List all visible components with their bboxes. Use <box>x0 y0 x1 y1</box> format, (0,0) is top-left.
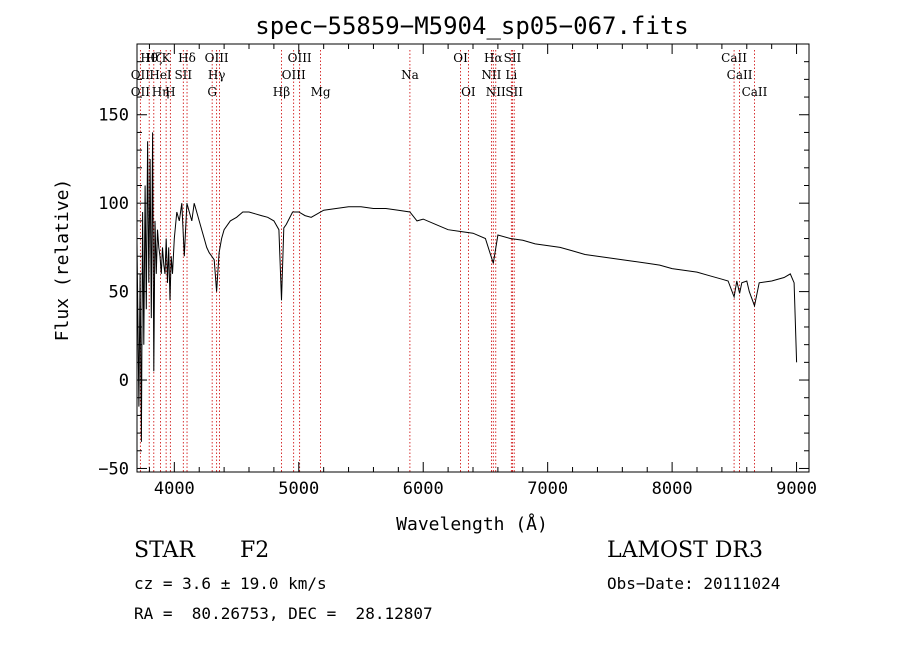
object-class: STAR <box>134 538 195 563</box>
marker-label: Hθ <box>140 51 158 65</box>
marker-label: NII <box>481 68 501 82</box>
marker-label: CaII <box>727 68 753 82</box>
marker-label: Hζ <box>145 51 162 65</box>
y-tick-label: 0 <box>119 371 129 391</box>
marker-label: OIII <box>288 51 312 65</box>
object-subclass: F2 <box>240 538 270 563</box>
x-axis-ticks: 4000 5000 6000 7000 8000 9000 <box>148 44 817 499</box>
obs-date: Obs−Date: 20111024 <box>607 574 781 593</box>
x-tick-label: 9000 <box>776 479 817 499</box>
marker-label: SII <box>504 51 522 65</box>
marker-label: G <box>207 85 217 99</box>
y-tick-label: 100 <box>98 194 129 214</box>
marker-label: OII <box>131 85 151 99</box>
marker-label: Hγ <box>208 68 226 82</box>
spectral-line-markers <box>139 50 755 472</box>
marker-label: H <box>165 85 175 99</box>
x-tick-label: 6000 <box>403 479 444 499</box>
x-axis-label: Wavelength (Å) <box>396 513 548 535</box>
spectrum-line <box>136 132 798 442</box>
marker-label: Mg <box>311 85 331 99</box>
marker-label: OII <box>131 68 151 82</box>
x-tick-label: 4000 <box>154 479 195 499</box>
y-tick-label: −50 <box>98 459 129 479</box>
marker-label: Hβ <box>273 85 290 99</box>
y-axis-label: Flux (relative) <box>52 179 73 342</box>
marker-label: OIII <box>205 51 229 65</box>
marker-label: CaII <box>742 85 768 99</box>
x-tick-label: 7000 <box>527 479 568 499</box>
marker-label: HeI <box>149 68 172 82</box>
y-tick-label: 150 <box>98 106 129 126</box>
x-tick-label: 5000 <box>278 479 319 499</box>
marker-label: Hα <box>484 51 503 65</box>
marker-label: NII <box>486 85 506 99</box>
marker-label: Hδ <box>178 51 196 65</box>
marker-label: CaII <box>721 51 747 65</box>
marker-label: OI <box>453 51 468 65</box>
marker-label: K <box>162 51 172 65</box>
marker-label: OI <box>461 85 476 99</box>
y-axis-ticks: −50 0 50 100 150 <box>98 61 809 479</box>
marker-label: Na <box>401 68 419 82</box>
x-tick-label: 8000 <box>652 479 693 499</box>
marker-label: SII <box>174 68 192 82</box>
redshift-text: cz = 3.6 ± 19.0 km/s <box>134 574 327 593</box>
marker-label: Hη <box>152 85 170 99</box>
coordinates-text: RA = 80.26753, DEC = 28.12807 <box>134 604 433 623</box>
marker-label: SII <box>505 85 523 99</box>
marker-label: OIII <box>282 68 306 82</box>
chart-title: spec−55859−M5904_sp05−067.fits <box>255 12 688 40</box>
y-tick-label: 50 <box>109 283 129 303</box>
survey-name: LAMOST DR3 <box>607 538 763 563</box>
plot-frame <box>136 43 810 473</box>
marker-label: Li <box>505 68 517 82</box>
